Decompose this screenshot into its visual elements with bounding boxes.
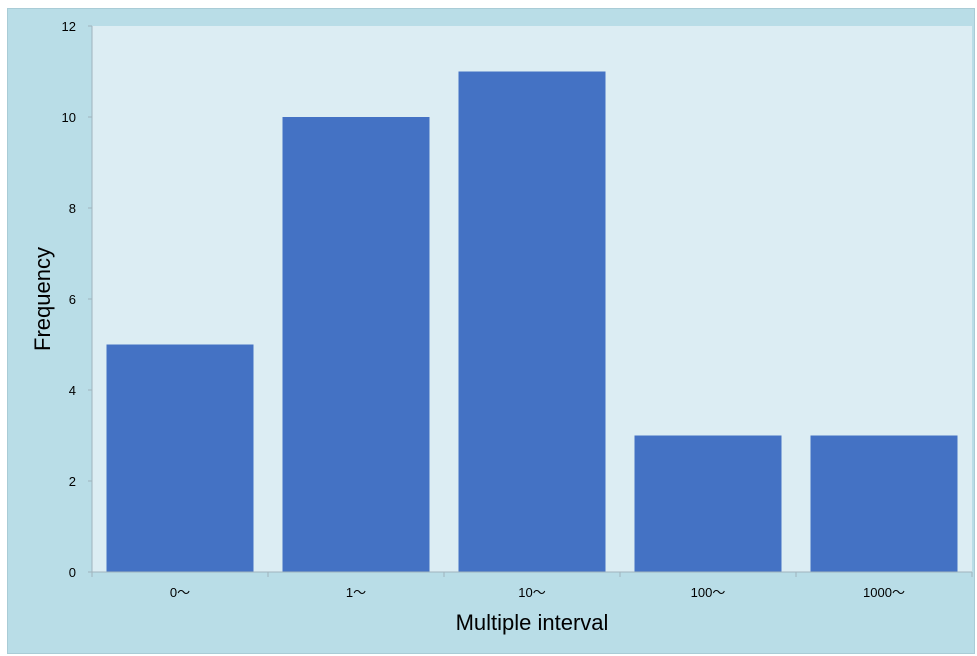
x-tick-label: 1～ <box>346 585 366 600</box>
y-ticks-group: 0 2 4 6 8 10 12 <box>62 19 92 580</box>
x-tick-label: 0～ <box>170 585 190 600</box>
y-tick-label: 4 <box>69 383 76 398</box>
x-tick-label: 10～ <box>518 585 545 600</box>
y-tick-label: 2 <box>69 474 76 489</box>
x-tick-label: 100～ <box>691 585 726 600</box>
bar <box>106 344 254 572</box>
bar <box>810 435 958 572</box>
bar <box>282 117 430 572</box>
y-tick-label: 8 <box>69 201 76 216</box>
y-tick-label: 0 <box>69 565 76 580</box>
y-axis-title: Frequency <box>30 247 55 351</box>
y-tick-label: 10 <box>62 110 76 125</box>
x-ticks-group: 0～ 1～ 10～ 100～ 1000～ <box>91 572 973 600</box>
bar <box>458 71 606 572</box>
y-tick-label: 6 <box>69 292 76 307</box>
y-tick-label: 12 <box>62 19 76 34</box>
bars-group <box>106 71 958 572</box>
x-tick-label: 1000～ <box>863 585 905 600</box>
bar <box>634 435 782 572</box>
x-axis-title: Multiple interval <box>456 610 609 635</box>
